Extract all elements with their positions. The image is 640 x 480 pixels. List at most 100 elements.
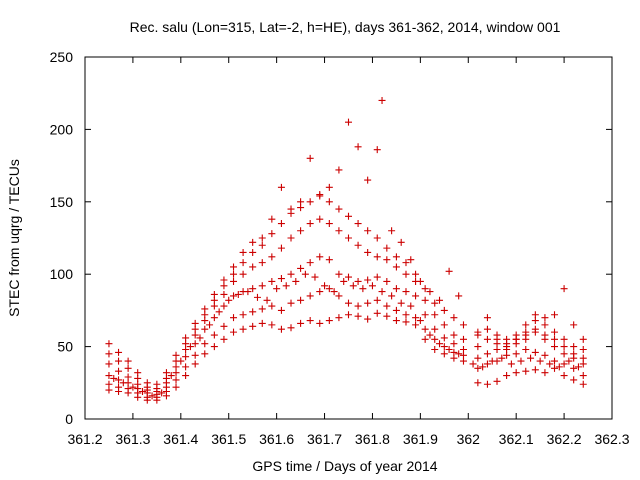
data-point (455, 292, 463, 300)
data-point (105, 360, 113, 368)
x-tick-label: 361.4 (163, 431, 198, 447)
x-tick-label: 361.5 (211, 431, 246, 447)
data-point (354, 241, 362, 249)
data-point (210, 290, 218, 298)
data-point (431, 345, 439, 353)
data-point (364, 299, 372, 307)
data-point (349, 282, 357, 290)
data-point (560, 285, 568, 293)
data-point (474, 379, 482, 387)
data-point (311, 273, 319, 281)
data-point (570, 343, 578, 351)
data-point (230, 292, 238, 300)
data-point (220, 276, 228, 284)
data-point (412, 314, 420, 322)
data-point (412, 292, 420, 300)
data-point (436, 340, 444, 348)
data-point (277, 220, 285, 228)
data-point (522, 328, 530, 336)
data-point (297, 296, 305, 304)
data-point (115, 367, 123, 375)
data-point (541, 351, 549, 359)
data-point (201, 350, 209, 358)
data-point (239, 270, 247, 278)
data-point (450, 348, 458, 356)
data-point (531, 348, 539, 356)
data-point (153, 380, 161, 388)
data-point (431, 299, 439, 307)
data-point (325, 317, 333, 325)
data-point (273, 285, 281, 293)
data-point (421, 311, 429, 319)
y-tick-label: 250 (50, 49, 74, 65)
data-point (119, 379, 127, 387)
data-point (244, 288, 252, 296)
data-point (230, 277, 238, 285)
data-point (416, 317, 424, 325)
data-point (172, 383, 180, 391)
data-point (388, 227, 396, 235)
data-point (297, 264, 305, 272)
data-point (368, 282, 376, 290)
data-point (364, 315, 372, 323)
data-point (201, 325, 209, 333)
data-point (258, 259, 266, 267)
data-point (325, 198, 333, 206)
data-point (421, 296, 429, 304)
data-point (440, 334, 448, 342)
data-point (426, 288, 434, 296)
data-point (459, 345, 467, 353)
data-point (306, 317, 314, 325)
y-tick-label: 0 (65, 411, 73, 427)
data-point (431, 325, 439, 333)
data-point (306, 220, 314, 228)
data-point (191, 351, 199, 359)
data-point (330, 288, 338, 296)
data-point (531, 311, 539, 319)
data-point (541, 321, 549, 329)
y-tick-label: 50 (57, 339, 73, 355)
data-point (440, 350, 448, 358)
data-point (230, 328, 238, 336)
data-point (335, 270, 343, 278)
data-point (364, 276, 372, 284)
data-point (354, 220, 362, 228)
data-point (277, 325, 285, 333)
data-point (469, 360, 477, 368)
data-point (325, 220, 333, 228)
data-point (522, 321, 530, 329)
data-point (579, 354, 587, 362)
x-tick-label: 361.9 (403, 431, 438, 447)
data-point (249, 248, 257, 256)
data-point (335, 227, 343, 235)
data-point (488, 357, 496, 365)
data-point (191, 340, 199, 348)
x-tick-label: 361.8 (355, 431, 390, 447)
data-point (268, 277, 276, 285)
data-point (503, 372, 511, 380)
data-point (249, 238, 257, 246)
data-point (551, 335, 559, 343)
data-point (536, 357, 544, 365)
data-point (450, 331, 458, 339)
data-point (517, 357, 525, 365)
data-point (335, 205, 343, 213)
data-point (306, 292, 314, 300)
data-point (412, 270, 420, 278)
data-point (560, 343, 568, 351)
data-point (182, 363, 190, 371)
data-point (340, 277, 348, 285)
data-point (579, 345, 587, 353)
data-point (421, 325, 429, 333)
data-point (143, 379, 151, 387)
data-points (105, 96, 587, 404)
data-point (258, 234, 266, 242)
y-axis-label: STEC from uqrg / TECUs (6, 159, 22, 317)
data-point (541, 369, 549, 377)
data-point (412, 321, 420, 329)
data-point (191, 360, 199, 368)
data-point (196, 334, 204, 342)
data-point (115, 383, 123, 391)
data-point (105, 340, 113, 348)
data-point (364, 176, 372, 184)
